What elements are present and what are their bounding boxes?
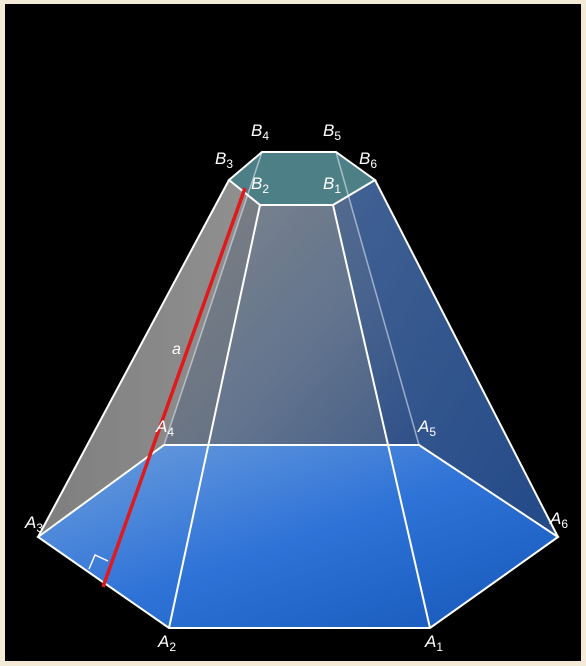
- hidden-edges: [163, 151, 420, 446]
- top-hexagon: [229, 152, 375, 205]
- label-B1: B1: [323, 174, 341, 196]
- face-right: [336, 152, 558, 537]
- truncated-pyramid-diagram: a A1 A2 A3 A4 A5 A6 B1 B2 B3 B4 B5 B6: [24, 121, 568, 654]
- label-B6: B6: [359, 149, 377, 171]
- label-A1: A1: [424, 632, 443, 654]
- label-B4: B4: [251, 121, 269, 143]
- label-A5: A5: [417, 417, 436, 439]
- label-B3: B3: [215, 149, 233, 171]
- right-angle-marker: [88, 553, 109, 570]
- figure-canvas: a A1 A2 A3 A4 A5 A6 B1 B2 B3 B4 B5 B6: [5, 4, 581, 661]
- base-hexagon: [38, 445, 558, 628]
- label-B2: B2: [251, 174, 269, 196]
- segment-label-a: a: [172, 341, 181, 358]
- apothem-segment-a: [101, 187, 247, 588]
- label-A6: A6: [549, 509, 568, 531]
- face-left: [38, 152, 262, 537]
- face-back: [164, 152, 419, 445]
- visible-edges: [36, 151, 560, 629]
- label-A3: A3: [24, 513, 43, 535]
- label-B5: B5: [323, 121, 341, 143]
- label-A4: A4: [155, 417, 174, 439]
- label-A2: A2: [157, 632, 176, 654]
